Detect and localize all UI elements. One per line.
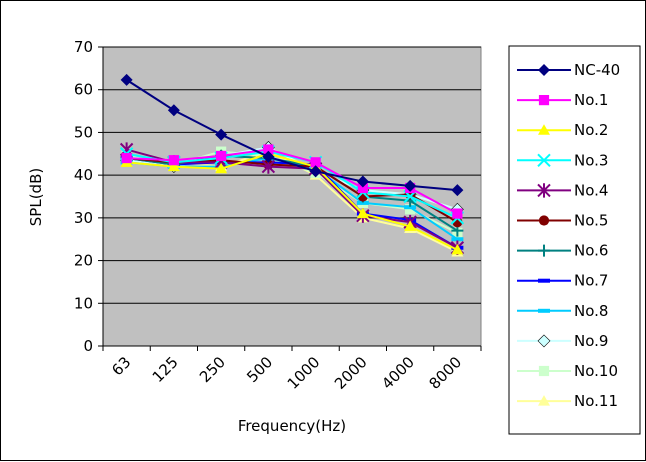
y-axis-label: SPL(dB) [27, 168, 45, 226]
x-axis-label: Frequency(Hz) [238, 417, 346, 435]
legend-item: No.5 [517, 212, 608, 230]
legend-item: No.8 [517, 302, 608, 320]
marker [404, 205, 417, 210]
marker [357, 182, 368, 194]
y-axis-ticks: 0 10 20 30 40 50 60 70 [74, 38, 481, 355]
marker [121, 152, 132, 164]
grid-lines [103, 46, 481, 304]
marker [538, 215, 550, 226]
marker [167, 104, 180, 117]
marker [538, 64, 550, 76]
x-tick-label: 250 [196, 353, 229, 386]
legend-label: No.4 [574, 181, 608, 199]
x-tick-label: 500 [243, 353, 276, 386]
marker [404, 220, 417, 231]
marker [167, 160, 180, 172]
x-tick-label: 63 [108, 353, 134, 379]
marker [309, 165, 322, 178]
marker [452, 208, 463, 219]
y-tick-label: 40 [74, 166, 93, 184]
x-tick-label: 2000 [331, 353, 371, 393]
marker [451, 184, 464, 197]
x-tick-label: 125 [149, 353, 182, 386]
marker [356, 175, 369, 188]
marker [538, 365, 550, 377]
marker [215, 162, 228, 174]
marker [405, 204, 416, 215]
legend-label: No.10 [574, 362, 618, 380]
legend-item: No.10 [517, 362, 618, 380]
series-line [126, 150, 458, 219]
series-line [126, 152, 458, 251]
marker [215, 128, 228, 141]
series-nc-40 [120, 73, 464, 197]
series-line [126, 79, 458, 192]
x-tick-label: 1000 [284, 353, 324, 393]
marker [451, 237, 464, 242]
marker [356, 200, 369, 205]
marker [404, 179, 417, 192]
marker [538, 395, 550, 406]
marker [168, 155, 179, 166]
legend-item: No.2 [517, 121, 608, 139]
legend-item: No.3 [517, 151, 608, 169]
marker [263, 144, 274, 155]
marker [216, 150, 227, 162]
marker [538, 244, 550, 257]
legend-item: NC-40 [517, 61, 620, 79]
marker [538, 278, 550, 283]
legend-item: No.9 [517, 332, 608, 350]
legend-label: No.8 [574, 302, 608, 320]
marker [120, 73, 133, 86]
series-line [126, 148, 458, 215]
legend-item: No.1 [517, 91, 608, 109]
marker [538, 95, 550, 106]
legend-label: No.1 [574, 91, 608, 109]
y-tick-label: 30 [74, 209, 93, 227]
marker [538, 308, 550, 313]
legend-label: No.11 [574, 392, 618, 410]
legend-label: No.5 [574, 212, 608, 230]
legend-label: No.6 [574, 242, 608, 260]
y-tick-label: 10 [74, 294, 93, 312]
legend-box [508, 45, 641, 435]
x-axis-ticks: 63 125 250 500 1000 2000 4000 8000 [102, 346, 482, 393]
legend-item: No.6 [517, 242, 608, 260]
y-tick-label: 50 [74, 123, 93, 141]
legend-label: No.2 [574, 121, 608, 139]
marker [537, 183, 551, 198]
legend-item: No.7 [517, 272, 608, 290]
legend-item: No.4 [517, 181, 608, 199]
x-tick-label: 4000 [378, 353, 418, 393]
series-layer [119, 73, 465, 257]
marker [451, 243, 464, 255]
marker [356, 207, 369, 219]
x-tick-label: 8000 [425, 353, 465, 393]
marker [262, 150, 275, 163]
marker [538, 124, 550, 135]
legend-label: No.3 [574, 151, 608, 169]
legend-label: No.7 [574, 272, 608, 290]
legend: NC-40 No.1 No.2 No.3 No.4 No.5 No.6 No.7 No.8 No.… [508, 45, 641, 435]
y-tick-label: 0 [83, 337, 93, 355]
y-tick-label: 60 [74, 81, 93, 99]
legend-item: No.11 [517, 392, 618, 410]
y-tick-label: 20 [74, 252, 93, 270]
marker [537, 153, 551, 168]
legend-label: No.9 [574, 332, 608, 350]
marker [537, 334, 551, 348]
y-tick-label: 70 [74, 38, 93, 56]
legend-label: NC-40 [574, 61, 620, 79]
marker [310, 157, 321, 168]
